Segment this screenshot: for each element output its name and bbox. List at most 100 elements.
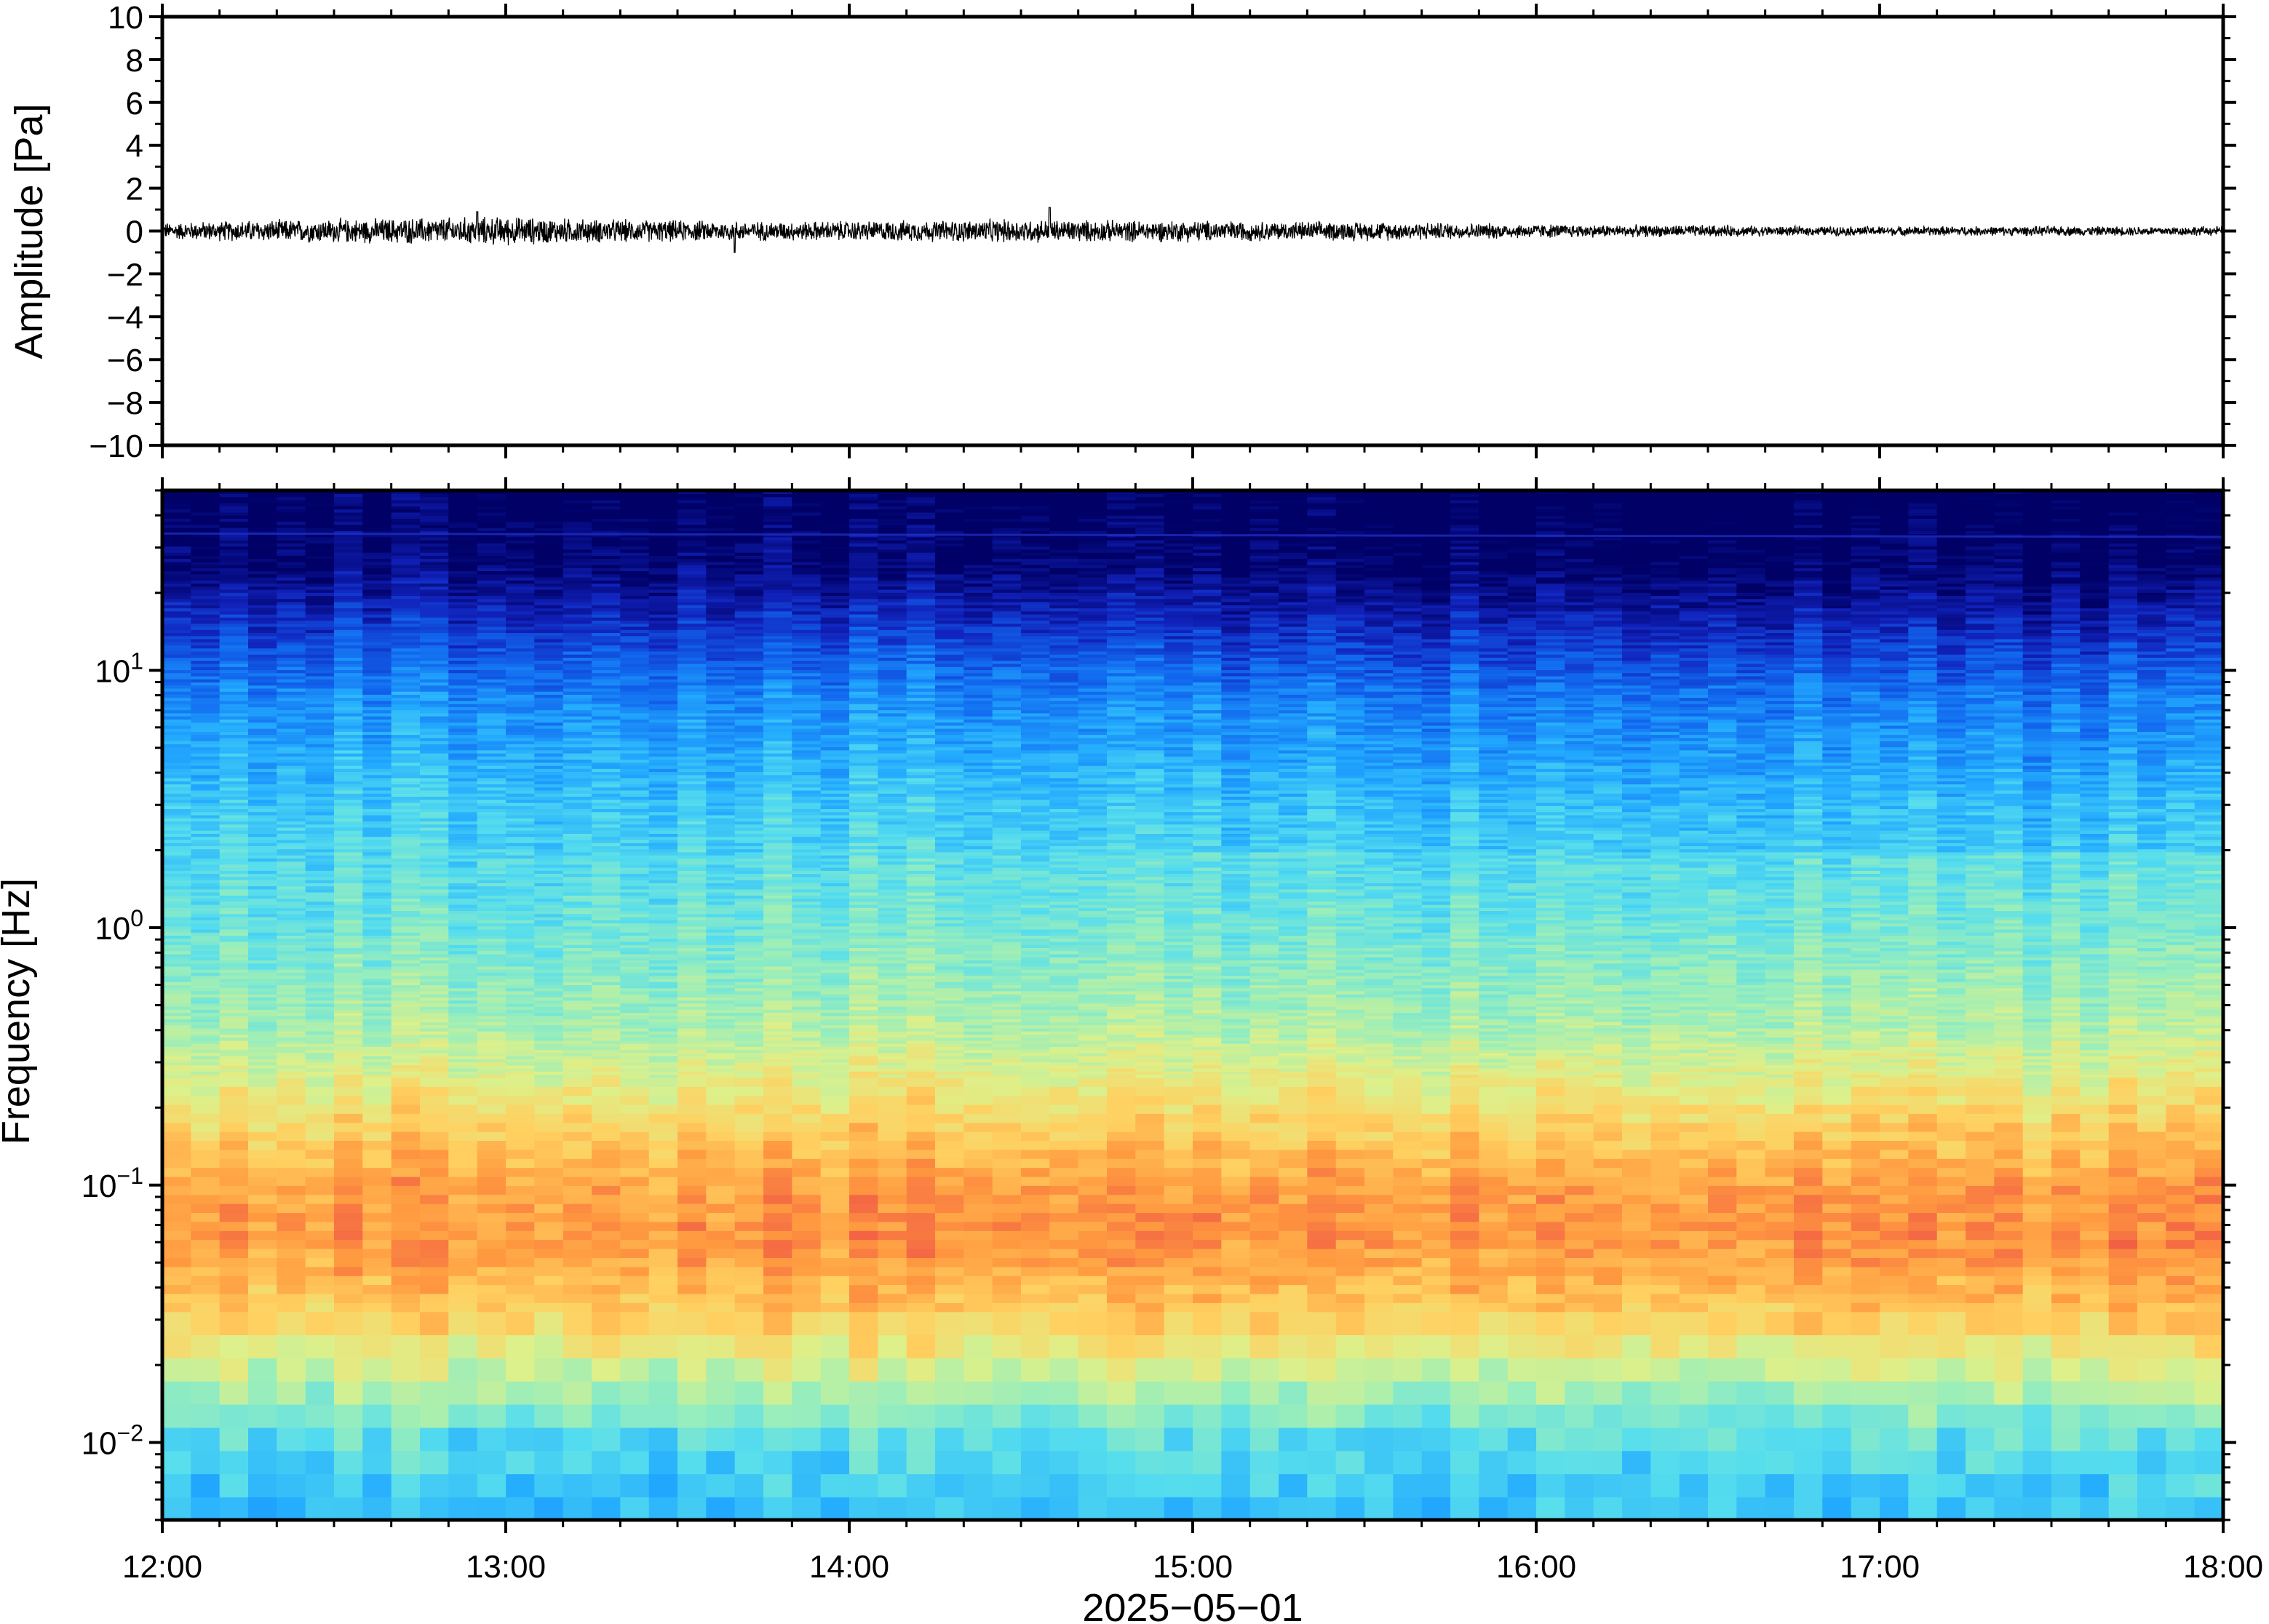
- spectrogram-cell: [706, 928, 736, 933]
- spectrogram-cell: [391, 811, 421, 816]
- spectrogram-cell: [362, 1158, 392, 1169]
- spectrogram-cell: [734, 759, 764, 763]
- spectrogram-cell: [362, 1122, 392, 1132]
- spectrogram-cell: [734, 781, 764, 784]
- spectrogram-cell: [563, 966, 592, 970]
- spectrogram-cell: [391, 1003, 421, 1007]
- spectrogram-cell: [420, 626, 450, 630]
- spectrogram-cell: [620, 777, 650, 781]
- spectrogram-cell: [219, 1000, 249, 1004]
- spectrogram-cell: [563, 496, 592, 501]
- spectrogram-cell: [305, 901, 335, 905]
- spectrogram-cell: [534, 972, 564, 976]
- spectrogram-cell: [648, 774, 678, 779]
- spectrogram-cell: [677, 1266, 707, 1276]
- spectrogram-cell: [191, 858, 220, 862]
- spectrogram-cell: [563, 870, 592, 875]
- spectrogram-cell: [620, 805, 650, 809]
- spectrogram-cell: [620, 1018, 650, 1022]
- spectrogram-cell: [391, 564, 421, 568]
- spectrogram-cell: [506, 784, 536, 788]
- spectrogram-cell: [734, 737, 764, 741]
- spectrogram-cell: [563, 734, 592, 739]
- spectrogram-cell: [706, 891, 736, 896]
- spectrogram-cell: [620, 895, 650, 899]
- spectrogram-cell: [391, 975, 421, 979]
- spectrogram-cell: [248, 1024, 278, 1029]
- spectrogram-cell: [534, 496, 564, 501]
- spectrogram-cell: [448, 1473, 478, 1497]
- spectrogram-cell: [563, 1185, 592, 1195]
- spectrogram-cell: [448, 950, 478, 955]
- spectrogram-cell: [677, 802, 707, 806]
- spectrogram-cell: [506, 762, 536, 766]
- spectrogram-cell: [592, 650, 621, 655]
- spectrogram-cell: [534, 740, 564, 744]
- spectrogram-cell: [362, 700, 392, 704]
- spectrogram-cell: [563, 620, 592, 624]
- spectrogram-cell: [162, 737, 192, 741]
- spectrogram-cell: [563, 1095, 592, 1105]
- spectrogram-cell: [763, 1000, 793, 1004]
- spectrogram-cell: [420, 1203, 450, 1214]
- spectrogram-cell: [620, 916, 650, 920]
- spectrogram-cell: [248, 916, 278, 920]
- spectrogram-cell: [677, 564, 707, 568]
- spectrogram-cell: [563, 821, 592, 825]
- spectrogram-cell: [477, 972, 506, 976]
- spectrogram-cell: [448, 799, 478, 803]
- spectrogram-cell: [763, 781, 793, 784]
- spectrogram-cell: [620, 512, 650, 516]
- spectrogram-cell: [706, 910, 736, 915]
- spectrogram-cell: [162, 821, 192, 825]
- spectrogram-cell: [592, 663, 621, 667]
- spectrogram-cell: [506, 932, 536, 936]
- spectrogram-cell: [191, 533, 220, 538]
- spectrogram-cell: [620, 583, 650, 587]
- spectrogram-cell: [420, 731, 450, 736]
- spectrogram-cell: [677, 561, 707, 565]
- spectrogram-cell: [448, 870, 478, 875]
- spectrogram-cell: [248, 583, 278, 587]
- spectrogram-cell: [734, 506, 764, 510]
- spectrogram-cell: [620, 941, 650, 945]
- spectrogram-cell: [477, 1104, 506, 1114]
- spectrogram-cell: [391, 978, 421, 982]
- spectrogram-cell: [448, 712, 478, 717]
- spectrogram-cell: [391, 747, 421, 751]
- spectrogram-cell: [420, 870, 450, 875]
- spectrogram-cell: [248, 629, 278, 633]
- spectrogram-cell: [620, 608, 650, 612]
- spectrogram-cell: [334, 1015, 364, 1019]
- spectrogram-cell: [620, 972, 650, 976]
- spectrogram-cell: [477, 1059, 506, 1063]
- spectrogram-cell: [448, 1266, 478, 1276]
- spectrogram-cell: [248, 722, 278, 726]
- spectrogram-cell: [162, 1043, 192, 1047]
- spectrogram-cell: [620, 1122, 650, 1132]
- spectrogram-cell: [648, 1266, 678, 1276]
- spectrogram-cell: [248, 712, 278, 717]
- spectrogram-cell: [362, 1293, 392, 1303]
- spectrogram-cell: [391, 1404, 421, 1428]
- spectrogram-cell: [420, 848, 450, 853]
- spectrogram-cell: [592, 613, 621, 618]
- spectrogram-cell: [592, 1024, 621, 1029]
- spectrogram-cell: [592, 1071, 621, 1075]
- spectrogram-cell: [763, 833, 793, 837]
- spectrogram-cell: [734, 650, 764, 655]
- spectrogram-cell: [191, 957, 220, 960]
- spectrogram-cell: [219, 935, 249, 939]
- spectrogram-cell: [448, 503, 478, 506]
- spectrogram-cell: [620, 759, 650, 763]
- spectrogram-cell: [477, 1052, 506, 1056]
- spectrogram-cell: [477, 1006, 506, 1010]
- spectrogram-cell: [448, 666, 478, 670]
- spectrogram-cell: [734, 827, 764, 831]
- spectrogram-cell: [305, 907, 335, 912]
- spectrogram-cell: [677, 1034, 707, 1038]
- spectrogram-cell: [420, 966, 450, 970]
- spectrogram-cell: [277, 601, 306, 605]
- spectrogram-cell: [534, 1049, 564, 1054]
- spectrogram-cell: [677, 629, 707, 633]
